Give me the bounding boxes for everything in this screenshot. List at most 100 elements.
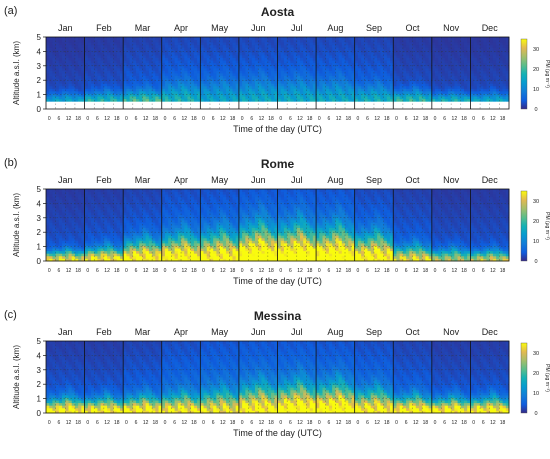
heatmap-cell bbox=[200, 78, 204, 81]
heatmap-cell bbox=[88, 78, 92, 81]
heatmap-cell bbox=[123, 228, 127, 231]
heatmap-cell bbox=[136, 76, 140, 79]
heatmap-cell bbox=[223, 70, 227, 73]
heatmap-cell bbox=[46, 228, 50, 231]
heatmap-cell bbox=[432, 86, 436, 89]
heatmap-cell bbox=[503, 55, 507, 58]
heatmap-cell bbox=[107, 192, 111, 195]
heatmap-cell bbox=[290, 68, 294, 71]
heatmap-cell bbox=[117, 210, 121, 213]
heatmap-cell bbox=[454, 83, 458, 86]
heatmap-cell bbox=[75, 212, 79, 215]
heatmap-cell bbox=[416, 42, 420, 45]
heatmap-cell bbox=[239, 94, 243, 97]
heatmap-cell bbox=[329, 37, 333, 40]
heatmap-cell bbox=[94, 233, 98, 236]
heatmap-cell bbox=[339, 60, 343, 63]
heatmap-cell bbox=[493, 68, 497, 71]
heatmap-cell bbox=[287, 81, 291, 84]
heatmap-cell bbox=[133, 204, 137, 207]
heatmap-cell bbox=[480, 40, 484, 43]
heatmap-cell bbox=[461, 63, 465, 66]
heatmap-cell bbox=[403, 52, 407, 55]
heatmap-cell bbox=[258, 63, 262, 66]
heatmap-cell bbox=[271, 86, 275, 89]
heatmap-cell bbox=[49, 78, 53, 81]
heatmap-cell bbox=[229, 58, 233, 61]
heatmap-cell bbox=[75, 40, 79, 43]
heatmap-cell bbox=[377, 86, 381, 89]
heatmap-cell bbox=[278, 37, 282, 40]
heatmap-cell bbox=[59, 256, 63, 259]
heatmap-cell bbox=[69, 246, 73, 249]
heatmap-cell bbox=[445, 58, 449, 61]
heatmap-cell bbox=[75, 42, 79, 45]
heatmap-cell bbox=[162, 91, 166, 94]
heatmap-cell bbox=[358, 91, 362, 94]
heatmap-cell bbox=[65, 55, 69, 58]
heatmap-cell bbox=[191, 40, 195, 43]
heatmap-cell bbox=[69, 63, 73, 66]
heatmap-cell bbox=[46, 99, 50, 102]
x-tick-label: 12 bbox=[259, 116, 265, 122]
heatmap-cell bbox=[232, 78, 236, 81]
heatmap-cell bbox=[213, 91, 217, 94]
heatmap-cell bbox=[271, 88, 275, 91]
heatmap-cell bbox=[126, 253, 130, 256]
heatmap-cell bbox=[329, 86, 333, 89]
heatmap-cell bbox=[78, 215, 82, 218]
heatmap-cell bbox=[261, 58, 265, 61]
heatmap-cell bbox=[348, 104, 352, 107]
heatmap-cell bbox=[345, 88, 349, 91]
heatmap-cell bbox=[406, 55, 410, 58]
heatmap-cell bbox=[94, 220, 98, 223]
heatmap-cell bbox=[133, 189, 137, 192]
heatmap-cell bbox=[146, 86, 150, 89]
heatmap-cell bbox=[123, 235, 127, 238]
heatmap-cell bbox=[355, 78, 359, 81]
heatmap-cell bbox=[464, 78, 468, 81]
heatmap-cell bbox=[454, 91, 458, 94]
heatmap-cell bbox=[278, 94, 282, 97]
heatmap-cell bbox=[210, 63, 214, 66]
heatmap-cell bbox=[65, 222, 69, 225]
heatmap-cell bbox=[94, 199, 98, 202]
heatmap-cell bbox=[297, 76, 301, 79]
heatmap-cell bbox=[368, 99, 372, 102]
heatmap-cell bbox=[374, 94, 378, 97]
heatmap-cell bbox=[200, 101, 204, 104]
heatmap-cell bbox=[123, 99, 127, 102]
heatmap-cell bbox=[249, 81, 253, 84]
heatmap-cell bbox=[329, 83, 333, 86]
heatmap-cell bbox=[107, 47, 111, 50]
heatmap-cell bbox=[339, 73, 343, 76]
heatmap-cell bbox=[65, 88, 69, 91]
heatmap-cell bbox=[136, 68, 140, 71]
heatmap-cell bbox=[335, 58, 339, 61]
heatmap-cell bbox=[69, 230, 73, 233]
colorbar-tick-label: 10 bbox=[533, 87, 539, 93]
heatmap-cell bbox=[451, 63, 455, 66]
heatmap-cell bbox=[451, 88, 455, 91]
heatmap-cell bbox=[165, 42, 169, 45]
heatmap-cell bbox=[470, 88, 474, 91]
heatmap-cell bbox=[46, 225, 50, 228]
heatmap-cell bbox=[155, 73, 159, 76]
heatmap-cell bbox=[377, 78, 381, 81]
heatmap-cell bbox=[117, 215, 121, 218]
x-axis-label: Time of the day (UTC) bbox=[233, 124, 322, 134]
heatmap-cell bbox=[117, 99, 121, 102]
heatmap-cell bbox=[191, 91, 195, 94]
heatmap-cell bbox=[300, 83, 304, 86]
heatmap-cell bbox=[175, 88, 179, 91]
heatmap-cell bbox=[78, 68, 82, 71]
heatmap-cell bbox=[65, 253, 69, 256]
heatmap-cell bbox=[78, 192, 82, 195]
heatmap-cell bbox=[396, 52, 400, 55]
heatmap-cell bbox=[213, 96, 217, 99]
heatmap-cell bbox=[184, 55, 188, 58]
heatmap-cell bbox=[261, 94, 265, 97]
heatmap-cell bbox=[290, 99, 294, 102]
heatmap-cell bbox=[319, 42, 323, 45]
heatmap-cell bbox=[107, 68, 111, 71]
